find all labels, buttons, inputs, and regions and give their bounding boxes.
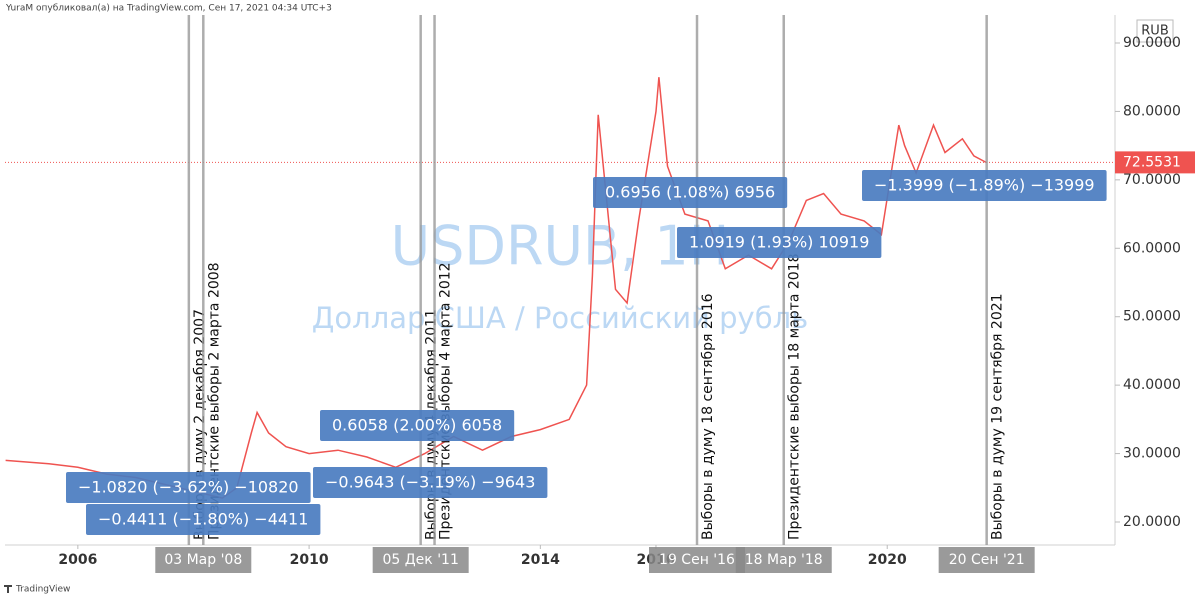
date-label-box xyxy=(372,547,469,573)
footer: TradingView xyxy=(15,585,70,595)
y-tick-label: 70.0000 xyxy=(1123,172,1181,188)
last-price-label: 72.5531 xyxy=(1123,154,1181,170)
measure-label: 1.0919 (1.93%) 10919 xyxy=(689,233,869,252)
measure-label: −1.3999 (−1.89%) −13999 xyxy=(874,176,1095,195)
x-tick-label: 2006 xyxy=(58,552,97,568)
date-label: 05 Дек '11 xyxy=(382,552,458,568)
header: YuraM опубликовал(а) на TradingView.com,… xyxy=(5,4,332,14)
date-label-box xyxy=(938,547,1035,573)
measure-box xyxy=(593,177,788,208)
measure-box xyxy=(313,467,548,498)
last-price-box xyxy=(1115,151,1195,174)
y-tick-label: 60.0000 xyxy=(1123,240,1181,256)
date-label: 20 Сен '21 xyxy=(949,552,1025,568)
x-tick-label: 2014 xyxy=(521,552,560,568)
date-label: 03 Мар '08 xyxy=(164,552,242,568)
event-label: Выборы в думу 19 сентября 2021 xyxy=(990,293,1006,540)
y-tick-label: 90.0000 xyxy=(1123,35,1181,51)
y-tick-label: 40.0000 xyxy=(1123,377,1181,393)
measure-box xyxy=(86,504,321,535)
event-label: Президентские выборы 18 марта 2018 xyxy=(787,254,803,541)
measure-box xyxy=(66,472,311,503)
x-tick-label: 2010 xyxy=(290,552,329,568)
event-label: Президентские выборы 4 марта 2012 xyxy=(438,262,454,540)
watermark-title: USDRUB, 1Н xyxy=(391,215,730,278)
y-tick-label: 30.0000 xyxy=(1123,446,1181,462)
measure-label: −0.4411 (−1.80%) −4411 xyxy=(98,510,308,529)
measure-box xyxy=(320,410,515,441)
y-tick-label: 80.0000 xyxy=(1123,103,1181,119)
measure-box xyxy=(677,227,882,258)
x-tick-label: 2020 xyxy=(868,552,907,568)
date-label-box xyxy=(649,547,746,573)
currency-box xyxy=(1136,19,1174,43)
measure-label: 0.6058 (2.00%) 6058 xyxy=(332,416,502,435)
measure-label: 0.6956 (1.08%) 6956 xyxy=(605,183,775,202)
measure-label: −0.9643 (−3.19%) −9643 xyxy=(325,473,535,492)
event-label: Выборы в думу 18 сентября 2016 xyxy=(700,293,716,540)
y-tick-label: 20.0000 xyxy=(1123,514,1181,530)
date-label: 19 Сен '16 xyxy=(659,552,735,568)
measure-box xyxy=(862,170,1107,201)
date-label-box xyxy=(735,547,832,573)
measure-label: −1.0820 (−3.62%) −10820 xyxy=(78,478,299,497)
currency: RUB xyxy=(1141,24,1168,39)
watermark-subtitle: Доллар США / Российский рубль xyxy=(312,301,808,335)
date-label: 18 Мар '18 xyxy=(745,552,823,568)
date-label-box xyxy=(155,547,252,573)
logo xyxy=(4,585,12,593)
y-tick-label: 50.0000 xyxy=(1123,309,1181,325)
event-label: Президентские выборы 2 марта 2008 xyxy=(206,262,222,540)
